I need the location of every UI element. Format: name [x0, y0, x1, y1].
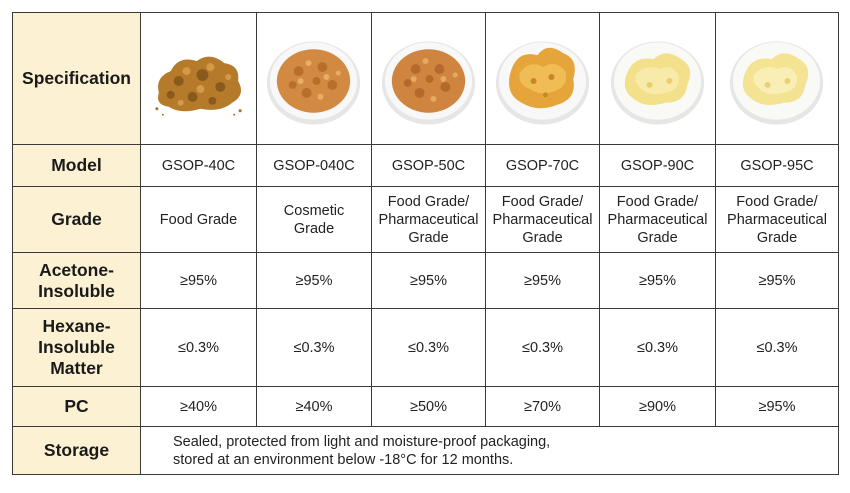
pale-yellow-powder-bowl-image	[729, 40, 824, 125]
hexane-header: Hexane- Insoluble Matter	[12, 308, 141, 387]
brown-granules-image	[155, 56, 242, 116]
amber-paste-bowl-image	[495, 40, 590, 125]
tan-granules-bowl-image	[381, 40, 476, 125]
model-row: Model GSOP-40C GSOP-040C GSOP-50C GSOP-7…	[12, 144, 839, 187]
hexane-cell: ≤0.3%	[715, 308, 839, 387]
specification-table: Specification	[12, 12, 839, 475]
model-cell: GSOP-90C	[599, 144, 716, 187]
pc-cell: ≥70%	[485, 386, 600, 427]
pc-cell: ≥95%	[715, 386, 839, 427]
model-cell: GSOP-040C	[256, 144, 372, 187]
storage-cell: Sealed, protected from light and moistur…	[140, 426, 839, 475]
grade-cell: Food Grade/ Pharmaceutical Grade	[715, 186, 839, 253]
pc-row: PC ≥40% ≥40% ≥50% ≥70% ≥90% ≥95%	[12, 386, 839, 427]
grade-header: Grade	[12, 186, 141, 253]
acetone-cell: ≥95%	[371, 252, 486, 309]
acetone-cell: ≥95%	[715, 252, 839, 309]
storage-row: Storage Sealed, protected from light and…	[12, 426, 839, 475]
specification-header: Specification	[12, 12, 141, 145]
storage-header: Storage	[12, 426, 141, 475]
pc-cell: ≥50%	[371, 386, 486, 427]
product-image-cell	[715, 12, 839, 145]
acetone-cell: ≥95%	[256, 252, 372, 309]
hexane-cell: ≤0.3%	[256, 308, 372, 387]
grade-cell: Food Grade/ Pharmaceutical Grade	[599, 186, 716, 253]
model-cell: GSOP-50C	[371, 144, 486, 187]
product-image-cell	[371, 12, 486, 145]
grade-cell: Food Grade/ Pharmaceutical Grade	[485, 186, 600, 253]
grade-cell: Food Grade	[140, 186, 257, 253]
hexane-cell: ≤0.3%	[599, 308, 716, 387]
hexane-row: Hexane- Insoluble Matter ≤0.3% ≤0.3% ≤0.…	[12, 308, 839, 387]
acetone-cell: ≥95%	[140, 252, 257, 309]
hexane-cell: ≤0.3%	[371, 308, 486, 387]
model-header: Model	[12, 144, 141, 187]
acetone-row: Acetone- Insoluble ≥95% ≥95% ≥95% ≥95% ≥…	[12, 252, 839, 309]
acetone-header: Acetone- Insoluble	[12, 252, 141, 309]
model-cell: GSOP-95C	[715, 144, 839, 187]
specification-row: Specification	[12, 12, 839, 145]
model-cell: GSOP-70C	[485, 144, 600, 187]
pale-yellow-powder-bowl-image	[610, 40, 705, 125]
acetone-cell: ≥95%	[599, 252, 716, 309]
acetone-cell: ≥95%	[485, 252, 600, 309]
storage-text-line: Sealed, protected from light and moistur…	[173, 433, 551, 450]
pc-cell: ≥40%	[140, 386, 257, 427]
product-image-cell	[599, 12, 716, 145]
hexane-cell: ≤0.3%	[485, 308, 600, 387]
grade-cell: Cosmetic Grade	[256, 186, 372, 253]
product-image-cell	[140, 12, 257, 145]
grade-cell: Food Grade/ Pharmaceutical Grade	[371, 186, 486, 253]
pc-header: PC	[12, 386, 141, 427]
tan-granules-bowl-image	[266, 40, 361, 125]
product-image-cell	[485, 12, 600, 145]
storage-text-line: stored at an environment below -18°C for…	[173, 451, 514, 468]
pc-cell: ≥40%	[256, 386, 372, 427]
grade-row: Grade Food Grade Cosmetic Grade Food Gra…	[12, 186, 839, 253]
hexane-cell: ≤0.3%	[140, 308, 257, 387]
pc-cell: ≥90%	[599, 386, 716, 427]
model-cell: GSOP-40C	[140, 144, 257, 187]
product-image-cell	[256, 12, 372, 145]
